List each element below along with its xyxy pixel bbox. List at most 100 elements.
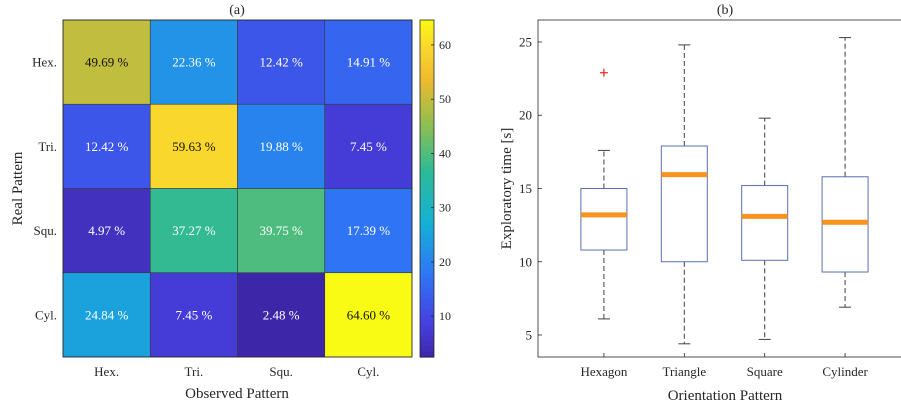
colorbar bbox=[420, 20, 434, 358]
colorbar-segment bbox=[420, 214, 434, 221]
heatmap-y-tick-label: Hex. bbox=[32, 55, 57, 70]
heatmap-x-tick-label: Tri. bbox=[185, 364, 204, 379]
colorbar-segment bbox=[420, 83, 434, 90]
colorbar-segment bbox=[420, 35, 434, 42]
boxplot-y-tick-label: 20 bbox=[519, 108, 532, 123]
heatmap-cells: 49.69 % 22.36 % 12.42 % 14.91 % 12.42 % 59.63… bbox=[62, 19, 413, 358]
colorbar-segment bbox=[420, 20, 434, 26]
colorbar-tick-label: 40 bbox=[439, 146, 451, 160]
colorbar-segment bbox=[420, 341, 434, 348]
colorbar-segment bbox=[420, 41, 434, 47]
heatmap-cell-cyl-squ bbox=[237, 272, 326, 358]
box-iqr bbox=[741, 185, 789, 261]
heatmap-x-tick-label: Cyl. bbox=[357, 364, 379, 379]
boxplot-xlabel: Orientation Pattern bbox=[668, 388, 783, 404]
colorbar-tick-label: 20 bbox=[439, 255, 451, 269]
boxplot-ylabel: Exploratory time [s] bbox=[499, 128, 515, 250]
heatmap-cell-hex-cyl bbox=[324, 19, 413, 105]
heatmap-cell-cyl-cyl bbox=[324, 272, 413, 358]
boxplot-y-tick-label: 15 bbox=[519, 181, 532, 196]
heatmap-cell-label: 7.45 % bbox=[175, 307, 212, 322]
heatmap-cell-label: 22.36 % bbox=[172, 55, 216, 70]
colorbar-segment bbox=[420, 109, 434, 116]
boxplot-panel: (b) 5 10 15 20 25 Hexagon Triangle Square Cylin… bbox=[499, 3, 901, 404]
colorbar-segment bbox=[420, 130, 434, 137]
colorbar-segment bbox=[420, 293, 434, 300]
heatmap-cell-label: 64.60 % bbox=[347, 307, 391, 322]
colorbar-segment bbox=[420, 177, 434, 184]
colorbar-segment bbox=[420, 235, 434, 242]
colorbar-frame bbox=[419, 19, 435, 358]
heatmap-x-tick-label: Hex. bbox=[94, 364, 119, 379]
colorbar-tick-label: 10 bbox=[439, 309, 451, 323]
colorbar-segment bbox=[420, 125, 434, 132]
colorbar-segment bbox=[420, 25, 434, 32]
colorbar-tick-label: 30 bbox=[439, 201, 451, 215]
colorbar-segment bbox=[420, 346, 434, 353]
colorbar-segment bbox=[420, 246, 434, 253]
heatmap-x-tick-label: Squ. bbox=[269, 364, 292, 379]
colorbar-segment bbox=[420, 193, 434, 200]
colorbar-segment bbox=[420, 251, 434, 258]
heatmap-cell-label: 59.63 % bbox=[172, 139, 216, 154]
boxplot-x-ticks: Hexagon Triangle Square Cylinder bbox=[580, 353, 868, 379]
colorbar-segment bbox=[420, 56, 434, 63]
colorbar-segment bbox=[420, 267, 434, 274]
colorbar-segment bbox=[420, 256, 434, 263]
colorbar-segment bbox=[420, 72, 434, 79]
heatmap-cell-hex-hex bbox=[62, 19, 151, 105]
colorbar-segment bbox=[420, 104, 434, 111]
colorbar-tick-label: 60 bbox=[439, 38, 451, 52]
colorbar-segment bbox=[420, 98, 434, 105]
boxplot-x-tick-label: Cylinder bbox=[822, 364, 868, 379]
heatmap-cell-tri-hex bbox=[62, 103, 151, 189]
colorbar-segment bbox=[420, 46, 434, 53]
heatmap-cell-label: 12.42 % bbox=[259, 55, 303, 70]
colorbar-tick-label: 50 bbox=[439, 92, 451, 106]
boxplot-boxes bbox=[580, 37, 869, 345]
colorbar-segment bbox=[420, 114, 434, 121]
colorbar-segment bbox=[420, 278, 434, 284]
heatmap-y-tick-label: Squ. bbox=[34, 223, 57, 238]
colorbar-segment bbox=[420, 162, 434, 169]
colorbar-segment bbox=[420, 204, 434, 211]
heatmap-cell-label: 37.27 % bbox=[172, 223, 216, 238]
boxplot-x-tick-label: Square bbox=[747, 364, 783, 379]
colorbar-segment bbox=[420, 272, 434, 279]
colorbar-segment bbox=[420, 146, 434, 153]
colorbar-segment bbox=[420, 241, 434, 248]
colorbar-segment bbox=[420, 320, 434, 327]
box-outlier bbox=[599, 68, 608, 77]
colorbar-segment bbox=[420, 225, 434, 232]
heatmap-cell-label: 17.39 % bbox=[347, 223, 391, 238]
heatmap-cell-label: 2.48 % bbox=[263, 307, 300, 322]
heatmap-x-ticks: Hex. Tri. Squ. Cyl. bbox=[94, 364, 379, 379]
box-triangle bbox=[660, 44, 708, 345]
box-square bbox=[741, 117, 789, 340]
boxplot-x-tick-label: Triangle bbox=[663, 364, 707, 379]
colorbar-segment bbox=[420, 167, 434, 174]
heatmap-cell-hex-tri bbox=[149, 19, 238, 105]
colorbar-segment bbox=[420, 67, 434, 74]
colorbar-segment bbox=[420, 314, 434, 321]
colorbar-segment bbox=[420, 51, 434, 58]
boxplot-y-tick-label: 5 bbox=[526, 328, 533, 343]
colorbar-segment bbox=[420, 156, 434, 163]
box-iqr bbox=[580, 188, 628, 251]
heatmap-y-tick-label: Cyl. bbox=[35, 307, 57, 322]
heatmap-ylabel: Real Pattern bbox=[10, 151, 26, 225]
box-iqr bbox=[660, 145, 708, 263]
boxplot-y-tick-label: 10 bbox=[519, 254, 532, 269]
colorbar-segment bbox=[420, 283, 434, 290]
colorbar-segment bbox=[420, 351, 434, 358]
colorbar-segment bbox=[420, 62, 434, 68]
heatmap-cell-label: 49.69 % bbox=[85, 55, 129, 70]
colorbar-segment bbox=[420, 220, 434, 226]
heatmap-xlabel: Observed Pattern bbox=[185, 386, 289, 402]
heatmap-frame bbox=[62, 19, 413, 358]
heatmap-y-tick-label: Tri. bbox=[38, 139, 57, 154]
heatmap-cell-label: 12.42 % bbox=[85, 139, 129, 154]
boxplot-title: (b) bbox=[717, 3, 734, 18]
colorbar-segment bbox=[420, 77, 434, 84]
